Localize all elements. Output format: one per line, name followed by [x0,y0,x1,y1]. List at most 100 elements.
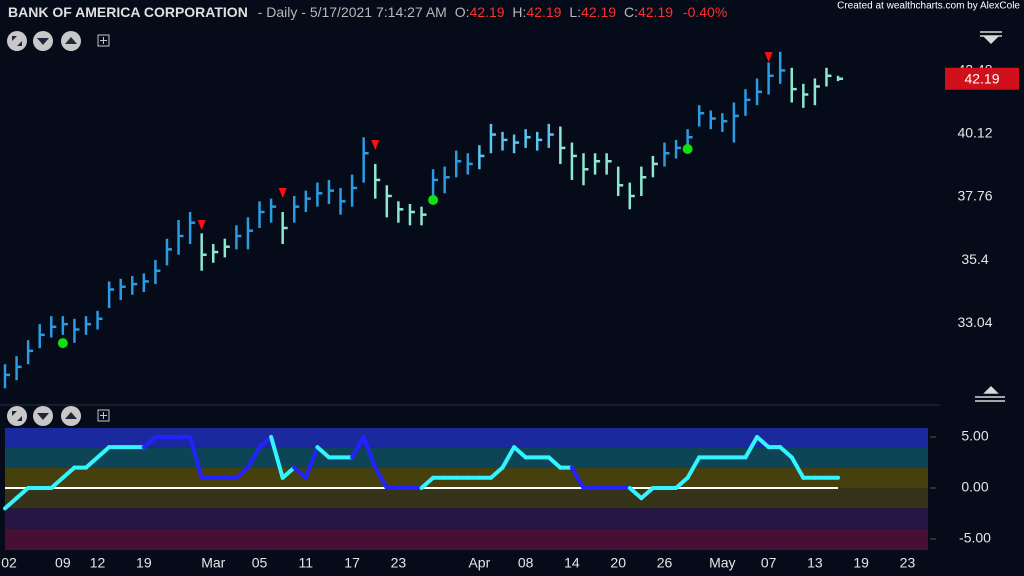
oscillator-segment [743,434,760,460]
chart-title: BANK OF AMERICA CORPORATION [8,4,248,20]
oscillator-segment [674,475,690,490]
x-tick-label: 26 [657,555,673,571]
oscillator-segment [245,445,262,470]
plus-icon [100,37,107,44]
x-tick-label: 19 [136,555,152,571]
oscillator-segment [303,445,320,480]
pane-controls[interactable] [7,31,110,51]
ohlc-label: C: [624,4,638,20]
x-tick-label: 17 [344,555,360,571]
sell-signal [278,188,287,199]
x-tick-label: May [709,555,735,571]
x-tick-label: 08 [518,555,534,571]
oscillator-segment [361,434,378,470]
ohlc-label: H: [512,4,526,20]
pane-controls[interactable] [7,406,110,426]
oscillator-segment [778,445,794,460]
expand-button[interactable] [7,31,27,51]
ohlc-value: 42.19 [581,4,616,20]
scale-menu[interactable] [975,31,1005,402]
up-icon [65,412,77,419]
expand-button[interactable] [7,406,27,426]
oscillator-segment [685,455,702,480]
oscillator-segment [257,434,274,450]
last-price-label: 42.19 [964,70,999,86]
x-tick-label: 02 [1,555,17,571]
x-tick-label: Apr [468,555,490,571]
oscillator-segment [627,485,644,501]
oscillator-segment [60,465,77,480]
y-tick-label: 35.4 [961,251,988,267]
ohlc-value: 42.19 [469,4,504,20]
oscillator-segment [234,465,250,480]
plus-icon [100,412,107,419]
oscillator-segment [315,445,331,460]
zone [5,528,928,550]
oscillator-zones [5,428,928,550]
y-tick-label: 37.76 [957,188,992,204]
up-icon [65,37,77,44]
x-tick-label: 23 [900,555,916,571]
down-icon [37,38,49,45]
sell-signal [371,139,380,150]
ohlc-label: L: [569,4,581,20]
add-button[interactable] [97,34,110,47]
expand-icon [12,36,22,46]
x-tick-label: Mar [201,555,225,571]
zone [5,508,928,529]
oscillator-segment [280,465,297,480]
oscillator-segment [419,475,436,490]
x-tick-label: 07 [761,555,777,571]
oscillator-segment [373,465,389,490]
last-price-box [945,67,1019,90]
y-tick-label: 5.00 [961,428,988,444]
x-tick-label: 14 [564,555,580,571]
x-tick-label: 11 [299,555,314,571]
oscillator-segment [292,465,308,480]
x-tick-label: 23 [391,555,407,571]
x-tick-label: 13 [807,555,823,571]
x-tick-label: 12 [90,555,106,571]
oscillator-segment [569,465,586,490]
oscillator-segment [546,455,563,470]
sell-signal [197,220,206,231]
down-icon [37,413,49,420]
buy-signal [428,194,439,205]
change: -0.40% [683,4,727,20]
oscillator-segment [755,434,771,450]
x-tick-label: 20 [610,555,626,571]
header: BANK OF AMERICA CORPORATION - Daily - 5/… [8,4,727,20]
ohlc-label: O: [455,4,470,20]
x-tick-label: 05 [252,555,268,571]
zone [5,487,928,509]
buy-signal [682,143,693,154]
subtitle: - Daily - 5/17/2021 7:14:27 AM [258,4,447,20]
oscillator-segment [639,485,655,501]
oscillator-segment [488,465,505,480]
oscillator-segment [350,434,366,460]
x-tick-label: 09 [55,555,71,571]
plot: 33.0435.437.7640.1242.4842.195.000.00-5.… [1,51,1019,571]
oscillator-segment [3,496,19,511]
scale-arrow [983,385,999,394]
oscillator-segment [14,485,31,501]
oscillator-segment [789,455,806,480]
y-tick-label: 0.00 [961,479,988,495]
credit: Created at wealthcharts.com by AlexCole [837,1,1020,12]
y-tick-label: -5.00 [959,530,991,546]
oscillator-segment [512,445,528,460]
sell-signal [764,52,773,63]
y-tick-label: 40.12 [957,125,992,141]
oscillator-segment [141,434,158,450]
scale-lines [975,396,1005,402]
oscillator-segment [500,445,517,470]
oscillator-segment [269,434,285,480]
scale-lines [980,31,1002,37]
add-button[interactable] [97,409,110,422]
expand-icon [12,411,22,421]
oscillator-segment [95,445,112,460]
ohlc-value: 42.19 [638,4,673,20]
scale-arrow [983,36,999,45]
